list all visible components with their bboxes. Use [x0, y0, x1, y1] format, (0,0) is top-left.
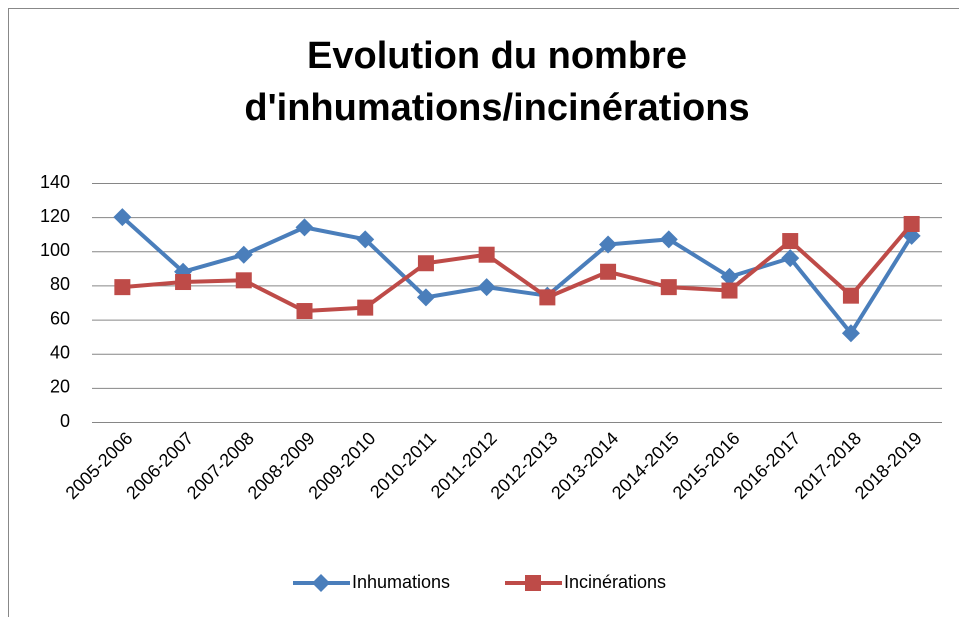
marker	[721, 282, 738, 299]
marker	[600, 263, 617, 280]
chart-title: Evolution du nombre d'inhumations/inciné…	[244, 35, 750, 129]
y-tick-label: 60	[50, 308, 70, 328]
marker	[539, 289, 556, 306]
series-line	[122, 222, 914, 314]
marker	[477, 278, 496, 297]
marker	[903, 215, 920, 232]
y-tick-label: 40	[50, 342, 70, 362]
y-tick-label: 20	[50, 377, 70, 397]
marker	[478, 246, 495, 263]
y-tick-label: 140	[40, 172, 70, 192]
marker	[296, 303, 313, 320]
y-tick-label: 100	[40, 240, 70, 260]
y-tick-label: 0	[60, 411, 70, 431]
marker	[525, 575, 541, 591]
marker	[416, 288, 435, 307]
marker	[599, 235, 618, 254]
marker	[782, 233, 799, 250]
marker	[295, 218, 314, 237]
legend-label: Incinérations	[564, 572, 666, 592]
marker	[234, 245, 253, 264]
marker	[114, 279, 131, 296]
series-line	[121, 215, 914, 336]
marker	[235, 272, 252, 289]
marker	[841, 324, 860, 343]
marker	[175, 274, 192, 291]
marker	[417, 255, 434, 272]
marker	[659, 230, 678, 249]
marker	[720, 267, 739, 286]
marker	[113, 208, 132, 227]
marker	[842, 287, 859, 304]
marker	[356, 230, 375, 249]
marker	[660, 279, 677, 296]
y-tick-label: 80	[50, 274, 70, 294]
y-tick-label: 120	[40, 206, 70, 226]
marker	[312, 574, 330, 592]
marker	[781, 249, 800, 268]
marker	[357, 299, 374, 316]
legend-label: Inhumations	[352, 572, 450, 592]
